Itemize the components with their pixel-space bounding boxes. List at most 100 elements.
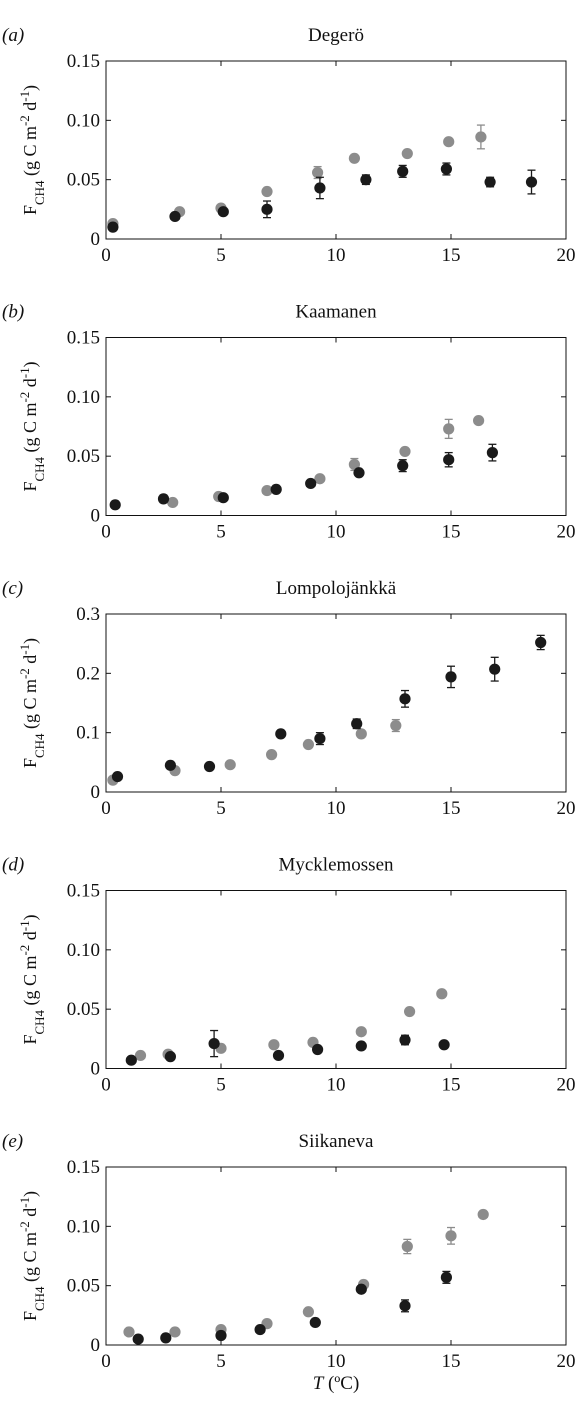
- data-point: [254, 1323, 266, 1336]
- data-point: [314, 473, 326, 485]
- data-point: [399, 1300, 411, 1312]
- x-tick-label: 5: [216, 1351, 226, 1372]
- y-tick-label: 0.05: [67, 999, 100, 1020]
- data-point: [445, 671, 457, 683]
- data-point: [397, 165, 409, 177]
- x-tick-label: 10: [327, 798, 346, 819]
- data-point: [399, 693, 411, 705]
- y-tick-label: 0: [91, 1335, 101, 1356]
- data-point: [360, 174, 372, 186]
- y-tick-label: 0: [91, 229, 101, 250]
- data-point: [111, 770, 124, 783]
- data-point: [401, 1240, 413, 1253]
- data-point: [107, 221, 119, 233]
- data-point: [438, 1039, 450, 1051]
- series-1: [107, 124, 487, 230]
- y-tick-label: 0.2: [76, 663, 100, 684]
- data-point: [397, 460, 409, 472]
- series-2: [109, 443, 498, 511]
- data-point: [272, 1049, 285, 1062]
- plot-frame: [105, 1166, 567, 1346]
- data-point: [399, 1034, 411, 1046]
- data-point: [305, 477, 317, 490]
- data-point: [489, 663, 501, 675]
- panel-label: (d): [2, 855, 24, 876]
- x-tick-label: 5: [216, 798, 226, 819]
- data-point: [355, 1026, 367, 1038]
- y-axis-label: FCH4 (g C m-2 d-1): [17, 914, 47, 1044]
- data-point: [436, 988, 448, 1000]
- data-point: [164, 759, 176, 771]
- data-point: [399, 445, 411, 458]
- chart-title: Siikaneva: [299, 1131, 374, 1152]
- data-point: [125, 1054, 137, 1066]
- data-point: [215, 1329, 227, 1342]
- x-tick-label: 0: [101, 245, 111, 266]
- y-tick-label: 0.05: [67, 170, 100, 191]
- y-tick-label: 0: [91, 506, 101, 527]
- data-point: [160, 1332, 172, 1344]
- data-point: [132, 1333, 144, 1345]
- y-axis-label: FCH4 (g C m-2 d-1): [17, 1191, 47, 1321]
- x-tick-label: 20: [557, 245, 576, 266]
- data-point: [123, 1326, 135, 1338]
- data-point: [348, 458, 360, 471]
- y-tick-label: 0.3: [76, 604, 100, 625]
- x-tick-label: 15: [442, 1351, 461, 1372]
- data-point: [268, 1039, 280, 1051]
- x-tick-label: 0: [101, 798, 111, 819]
- panel-label: (c): [2, 578, 23, 599]
- data-point: [355, 1040, 367, 1052]
- y-tick-label: 0.10: [67, 387, 100, 408]
- data-point: [217, 492, 229, 504]
- y-axis-label: FCH4 (g C m-2 d-1): [17, 361, 47, 491]
- data-point: [443, 136, 455, 148]
- y-axis-label: FCH4 (g C m-2 d-1): [17, 85, 47, 215]
- x-tick-label: 5: [216, 1075, 226, 1096]
- x-tick-label: 10: [327, 1351, 346, 1372]
- data-point: [169, 210, 181, 223]
- x-tick-label: 5: [216, 245, 226, 266]
- data-point: [390, 719, 402, 732]
- x-tick-label: 20: [557, 1075, 576, 1096]
- data-point: [314, 182, 326, 194]
- y-tick-label: 0.15: [67, 51, 100, 72]
- panel-label: (a): [2, 25, 24, 46]
- x-tick-label: 20: [557, 522, 576, 543]
- x-tick-label: 0: [101, 522, 111, 543]
- data-point: [353, 467, 365, 479]
- series-1: [123, 1208, 489, 1338]
- x-tick-label: 20: [557, 1351, 576, 1372]
- series-2: [125, 1029, 450, 1066]
- data-point: [475, 131, 487, 143]
- y-tick-label: 0.15: [67, 328, 100, 349]
- y-tick-label: 0: [91, 782, 101, 803]
- plot-frame: [105, 337, 567, 516]
- data-point: [348, 152, 360, 164]
- chart-panel-3: (c) Lompolojänkkä 0 5 10 15 20 0 0.1 0.2 0.3 FCH4 (…: [2, 578, 576, 819]
- series-1: [167, 414, 485, 509]
- data-point: [355, 1283, 367, 1295]
- data-point: [208, 1037, 220, 1050]
- data-point: [167, 496, 179, 509]
- series-2: [111, 634, 547, 783]
- y-tick-label: 0.15: [67, 881, 100, 902]
- chart-title: Degerö: [308, 25, 364, 46]
- data-point: [440, 1271, 452, 1283]
- y-tick-label: 0.1: [76, 723, 100, 744]
- data-point: [443, 454, 455, 466]
- data-point: [314, 733, 326, 745]
- series-2: [107, 162, 538, 233]
- chart-title: Kaamanen: [295, 302, 377, 323]
- series-1: [107, 718, 402, 786]
- data-point: [109, 499, 121, 511]
- x-tick-label: 0: [101, 1351, 111, 1372]
- data-point: [401, 147, 413, 160]
- data-point: [266, 749, 278, 761]
- data-point: [355, 728, 367, 740]
- data-point: [302, 1306, 314, 1318]
- chart-title: Mycklemossen: [278, 855, 394, 876]
- x-tick-label: 10: [327, 1075, 346, 1096]
- x-tick-label: 0: [101, 1075, 111, 1096]
- y-tick-label: 0: [91, 1059, 101, 1080]
